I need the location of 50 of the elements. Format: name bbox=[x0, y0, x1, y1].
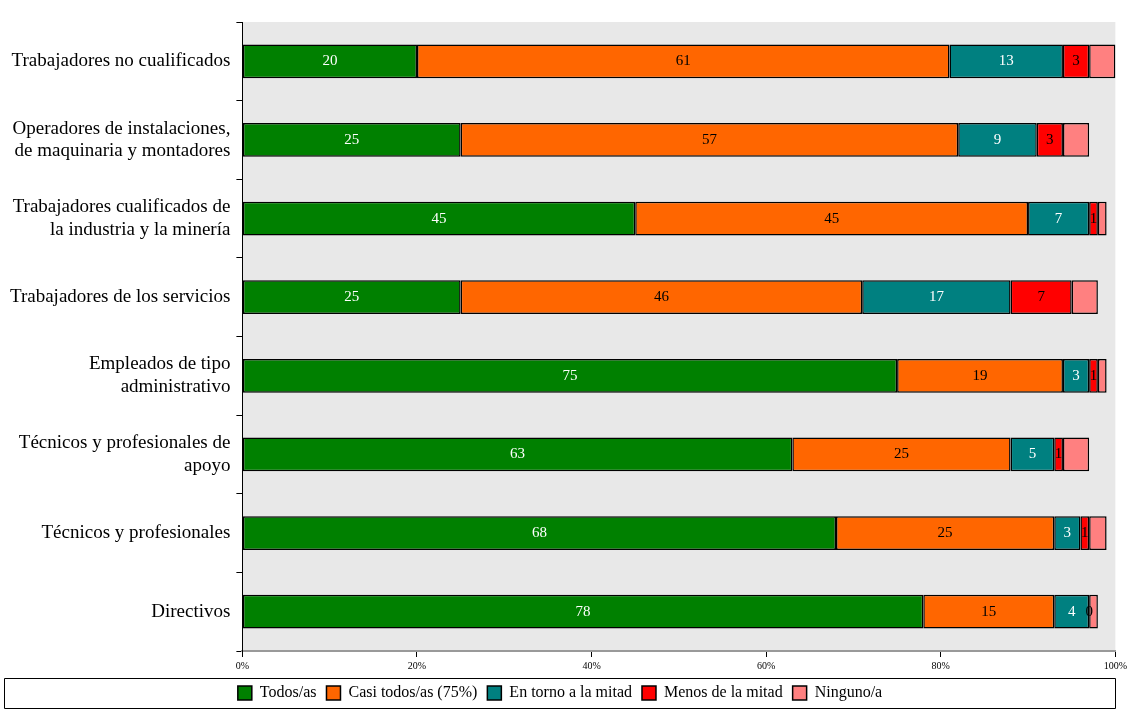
data-label: 63 bbox=[510, 445, 526, 462]
data-label: 78 bbox=[575, 602, 591, 619]
y-tick-label: Operadores de instalaciones, de maquinaria y montadores bbox=[12, 116, 231, 161]
data-label: 45 bbox=[431, 209, 447, 226]
data-label: 17 bbox=[928, 288, 945, 305]
data-label: 3 bbox=[1072, 52, 1080, 69]
data-label: 45 bbox=[824, 209, 840, 226]
data-label: 20 bbox=[322, 52, 338, 69]
legend-label: En torno a la mitad bbox=[509, 683, 632, 701]
data-label: 7 bbox=[1037, 288, 1046, 305]
data-label: 46 bbox=[653, 288, 670, 305]
x-tick-label: 0% bbox=[235, 659, 250, 671]
data-label: 13 bbox=[998, 52, 1014, 69]
y-tick-label: Técnicos y profesionales bbox=[41, 521, 231, 543]
data-label: 1 bbox=[1089, 209, 1098, 226]
data-label: 25 bbox=[344, 288, 360, 305]
data-label: 1 bbox=[1054, 445, 1063, 462]
data-label: 7 bbox=[1054, 209, 1063, 226]
data-label: 3 bbox=[1072, 366, 1080, 383]
data-label: 19 bbox=[972, 366, 988, 383]
data-label: 25 bbox=[893, 445, 909, 462]
x-tick-label: 80% bbox=[931, 659, 950, 671]
data-label: 1 bbox=[1089, 366, 1098, 383]
y-tick-label: Trabajadores cualificados de la industria y la minería bbox=[12, 195, 231, 239]
data-label: 5 bbox=[1028, 445, 1037, 462]
data-label: 9 bbox=[993, 130, 1002, 147]
y-tick-label: Trabajadores no cualificados bbox=[11, 49, 231, 71]
y-tick-label: Empleados de tipo administrativo bbox=[88, 352, 231, 397]
legend-label: Ninguno/a bbox=[814, 683, 883, 702]
x-tick-label: 20% bbox=[407, 659, 427, 671]
data-label: 4 bbox=[1067, 602, 1076, 619]
legend-label: Todos/as bbox=[259, 683, 317, 701]
data-label: 57 bbox=[701, 130, 718, 147]
x-tick-label: 40% bbox=[582, 659, 601, 671]
data-label: 3 bbox=[1046, 130, 1054, 147]
y-tick-label: Trabajadores de los servicios bbox=[9, 285, 231, 307]
data-label: 75 bbox=[562, 366, 578, 383]
data-label: 3 bbox=[1063, 524, 1072, 540]
data-label: 61 bbox=[675, 52, 691, 69]
data-label: 15 bbox=[981, 602, 997, 619]
legend-label: Menos de la mitad bbox=[663, 683, 783, 701]
data-label: 1 bbox=[1081, 524, 1089, 540]
y-tick-label: Técnicos y profesionales de apoyo bbox=[18, 431, 231, 475]
x-tick-label: 100% bbox=[1103, 659, 1128, 671]
x-tick-label: 60% bbox=[756, 659, 776, 671]
legend-label: Casi todos/as (75%) bbox=[348, 683, 478, 702]
data-label: 25 bbox=[344, 130, 360, 147]
y-tick-label: Directivos bbox=[151, 599, 231, 621]
data-label: 25 bbox=[937, 524, 953, 540]
data-label: 68 bbox=[531, 524, 547, 540]
